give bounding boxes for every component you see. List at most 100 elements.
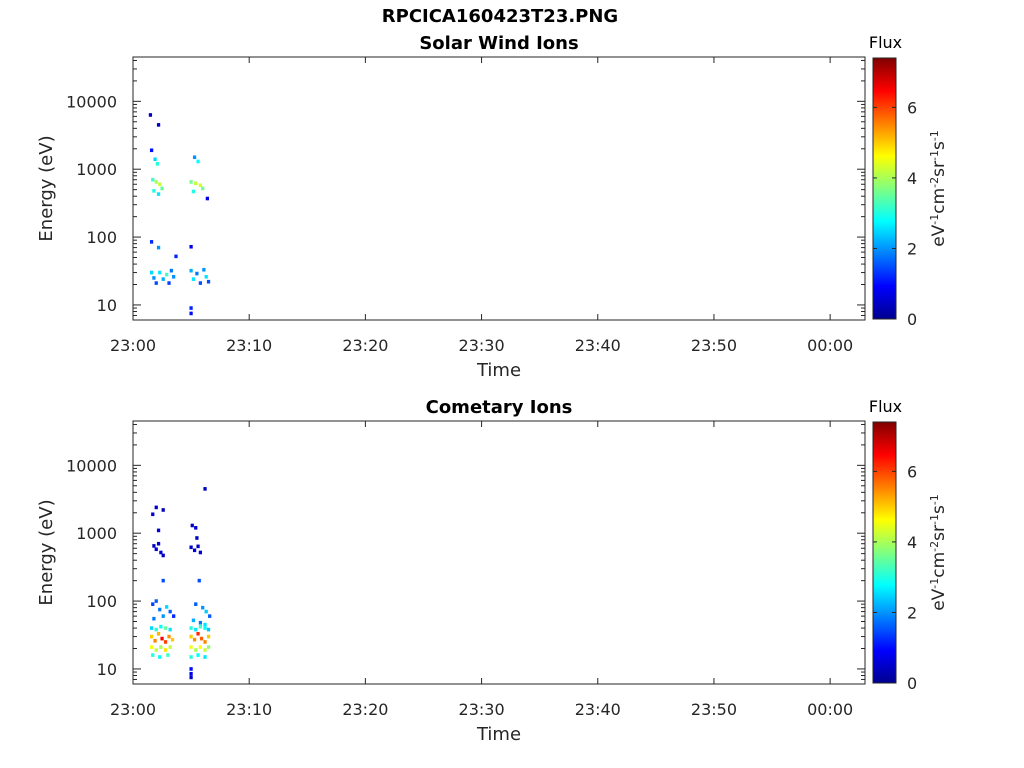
heatmap-cell [163,648,168,652]
heatmap-cell [192,548,197,553]
colorbar [872,57,897,320]
heatmap-cell [198,550,203,555]
heatmap-cell [191,618,196,623]
y-tick-label: 10 [97,660,117,679]
colorbar-title: Flux [869,397,902,416]
y-tick-label: 1000 [76,524,117,543]
y-tick-label: 1000 [76,160,117,179]
heatmap-cell [196,544,200,549]
heatmap-cell [189,675,193,680]
colorbar-tick-label: 0 [907,310,917,329]
heatmap-cells [149,487,212,680]
heatmap-cell [163,626,168,630]
heatmap-cell [191,277,196,281]
heatmap-cell [194,602,198,606]
heatmap-cell [189,655,193,659]
heatmap-cell [154,627,158,632]
colorbar-tick-label: 0 [907,674,917,693]
heatmap-cell [154,281,158,285]
colorbar [872,421,897,684]
heatmap-cell [194,648,198,652]
heatmap-cell [159,624,163,629]
heatmap-cell [202,267,206,272]
heatmap-cell [172,274,176,279]
heatmap-cell [201,605,205,610]
x-tick-label: 23:30 [459,336,505,355]
heatmap-cell [168,645,172,649]
heatmap-cell [189,306,193,310]
heatmap-cell [149,148,154,153]
colorbar-tick-label: 2 [907,603,917,622]
heatmap-cell [151,177,155,182]
plot-frame [132,420,866,685]
heatmap-cell [165,605,169,609]
heatmap-cell [151,512,155,517]
heatmap-cell [156,245,161,250]
x-tick-label: 23:10 [226,700,272,719]
x-tick-label: 23:40 [575,700,621,719]
heatmap-cell [159,645,163,649]
x-tick-label: 23:20 [342,700,388,719]
heatmap-cell [203,622,207,627]
heatmap-cell [194,627,198,632]
heatmap-cell [165,272,169,277]
heatmap-cell [189,311,193,316]
heatmap-cell [192,155,197,160]
heatmap-cell [192,637,197,642]
heatmap-cell [149,634,154,639]
heatmap-cell [198,620,203,625]
heatmap-cell [152,189,156,193]
heatmap-cell [198,183,203,188]
heatmap-cell [156,541,161,546]
heatmap-cell [206,645,211,649]
heatmap-cell [154,648,158,652]
heatmap-cell [198,645,203,649]
heatmap-cell [203,655,207,659]
heatmap-cell [149,645,154,649]
colorbar-tick-label: 6 [907,462,917,481]
heatmap-cell [154,599,158,603]
x-tick-label: 23:00 [110,700,156,719]
heatmap-cell [158,182,162,187]
heatmap-cell [156,192,161,196]
y-tick-label: 10000 [66,92,117,111]
cometary-panel: Cometary Ions 23:00 23:10 23:20 23:30 23:40 23… [36,397,949,745]
heatmap-cell [161,578,165,583]
heatmap-cell [174,254,178,259]
heatmap-cell [206,627,211,632]
heatmap-cell [190,523,194,528]
heatmap-cell [189,634,193,639]
heatmap-cell [203,640,207,644]
y-tick-label: 10 [97,296,117,315]
heatmap-cell [154,547,158,552]
heatmap-cell [153,157,157,162]
heatmap-cell [201,186,205,191]
heatmap-cell [161,614,165,618]
heatmap-cell [158,607,162,612]
panel-title: Solar Wind Ions [419,33,578,54]
heatmap-cells [148,113,211,316]
y-tick-label: 100 [86,592,117,611]
x-tick-label: 00:00 [807,336,853,355]
heatmap-cell [163,640,168,644]
x-tick-label: 00:00 [807,700,853,719]
heatmap-cell [161,277,165,281]
heatmap-cell [189,667,193,671]
heatmap-cell [168,609,172,614]
heatmap-cell [203,487,207,491]
solar-wind-panel: Solar Wind Ions 23:00 23:10 23:20 23:30 23:40… [36,33,949,381]
heatmap-cell [167,634,171,639]
y-axis-label: Energy (eV) [36,499,57,605]
heatmap-cell [156,528,161,533]
heatmap-cell [158,655,162,659]
x-tick-label: 23:10 [226,336,272,355]
heatmap-cell [196,159,200,164]
heatmap-cell [154,505,158,510]
heatmap-cell [149,626,154,630]
heatmap-cell [189,626,193,630]
heatmap-cell [198,281,203,285]
heatmap-cell [149,270,154,275]
heatmap-cell [156,631,161,636]
x-axis-label: Time [476,724,521,745]
